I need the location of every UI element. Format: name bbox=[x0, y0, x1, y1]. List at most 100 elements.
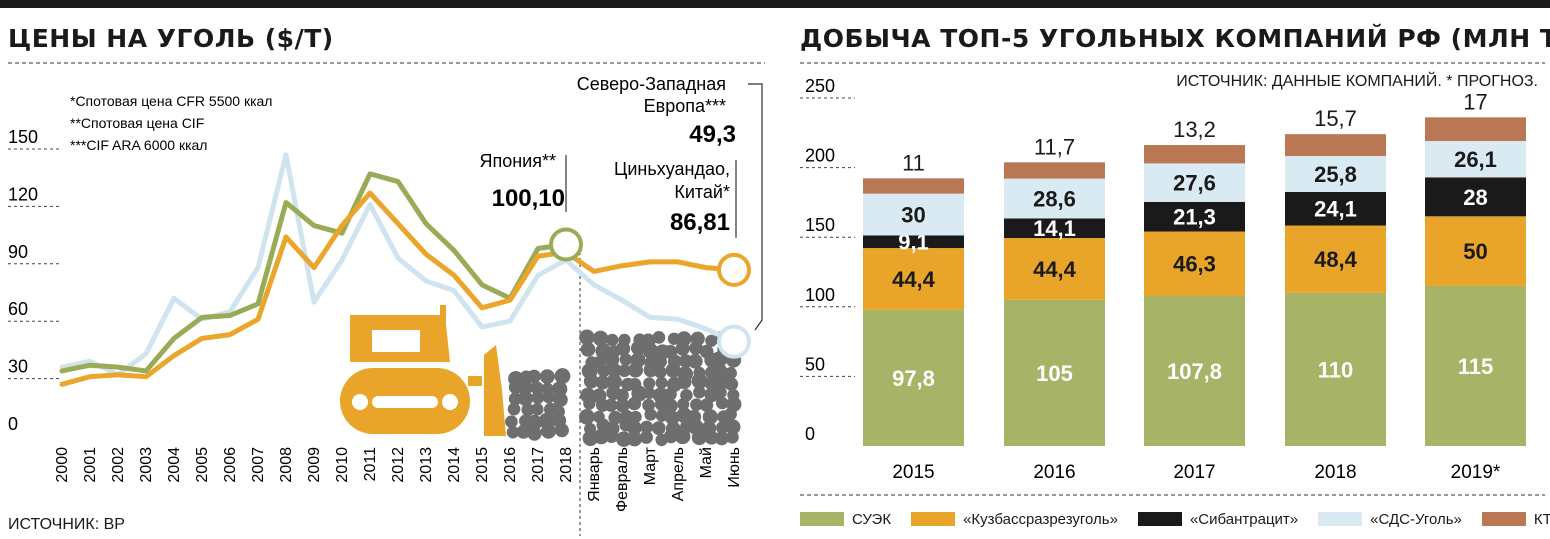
coal-lump bbox=[616, 431, 632, 447]
left-ytick-label: 150 bbox=[8, 127, 38, 147]
europe-label-line2: Европа*** bbox=[644, 96, 726, 116]
coal-lump bbox=[552, 405, 565, 419]
coal-lump bbox=[580, 387, 596, 403]
coal-lump bbox=[640, 333, 656, 349]
coal-lump bbox=[604, 398, 618, 412]
coal-lump bbox=[508, 370, 524, 387]
left-xtick-label: Январь bbox=[586, 447, 603, 502]
coal-lump bbox=[507, 402, 521, 416]
left-xtick-label: 2007 bbox=[250, 447, 267, 483]
left-xtick-label: 2001 bbox=[82, 447, 99, 483]
bar-segment-3 bbox=[1144, 163, 1245, 202]
coal-lump bbox=[539, 369, 555, 384]
bar-segment-1 bbox=[1004, 238, 1105, 300]
bar-segment-1 bbox=[1425, 216, 1526, 286]
bar-value-label: 115 bbox=[1458, 354, 1494, 379]
coal-lump bbox=[630, 352, 646, 368]
coal-lump bbox=[712, 363, 727, 379]
legend-item-sds: «СДС-Уголь» bbox=[1318, 511, 1462, 528]
bar-segment-4 bbox=[1144, 145, 1245, 164]
left-xtick-label: 2018 bbox=[558, 447, 575, 483]
coal-lump bbox=[642, 398, 656, 412]
left-xtick-label: 2009 bbox=[306, 447, 323, 483]
bar-segment-1 bbox=[1144, 231, 1245, 296]
left-xtick-label: Февраль bbox=[614, 447, 631, 512]
bar-segment-0 bbox=[863, 309, 964, 446]
legend-swatch-kuzbass bbox=[911, 512, 956, 526]
bar-segment-4 bbox=[863, 178, 964, 194]
left-xtick-label: 2014 bbox=[446, 447, 463, 483]
coal-lump bbox=[618, 364, 631, 378]
coal-lump bbox=[663, 344, 678, 359]
left-xtick-label: 2012 bbox=[390, 447, 407, 483]
coal-lump bbox=[655, 409, 669, 422]
coal-lump bbox=[655, 376, 668, 389]
coal-lump bbox=[579, 408, 595, 425]
bar-value-label: 15,7 bbox=[1314, 106, 1357, 131]
bar-value-label: 24,1 bbox=[1314, 197, 1357, 222]
coal-lump bbox=[526, 414, 543, 431]
coal-lump bbox=[521, 403, 535, 417]
bar-value-label: 11 bbox=[902, 150, 925, 175]
bar-value-label: 21,3 bbox=[1173, 205, 1216, 230]
bar-segment-0 bbox=[1425, 285, 1526, 446]
coal-lump bbox=[665, 410, 680, 426]
coal-lump bbox=[665, 421, 681, 437]
right-xtick-label: 2017 bbox=[1173, 462, 1215, 483]
bar-segment-3 bbox=[1004, 178, 1105, 219]
coal-lump bbox=[595, 343, 612, 360]
bar-segment-2 bbox=[1004, 218, 1105, 239]
left-xtick-label: 2002 bbox=[110, 447, 127, 483]
left-ytick-label: 90 bbox=[8, 242, 28, 262]
coal-lump bbox=[618, 333, 631, 346]
coal-lump bbox=[727, 388, 740, 402]
coal-lump bbox=[606, 333, 619, 347]
coal-lump bbox=[591, 388, 607, 404]
coal-lump bbox=[608, 410, 623, 425]
coal-lump bbox=[627, 420, 642, 436]
legend-swatch-sds bbox=[1318, 512, 1363, 526]
legend-label-sibantracit: «Сибантрацит» bbox=[1189, 510, 1299, 528]
coal-lump bbox=[654, 366, 667, 379]
right-ytick-label: 0 bbox=[805, 424, 815, 444]
bar-segment-0 bbox=[1285, 292, 1386, 446]
bar-value-label: 110 bbox=[1318, 357, 1354, 382]
legend-label-suek: СУЭК bbox=[852, 510, 892, 528]
japan-value: 100,10 bbox=[492, 185, 565, 212]
series-endpoint-2 bbox=[717, 324, 751, 359]
japan-label: Япония** bbox=[479, 151, 556, 171]
legend-item-suek: СУЭК bbox=[800, 511, 891, 528]
bar-value-label: 48,4 bbox=[1314, 247, 1358, 272]
coal-lump bbox=[506, 426, 520, 439]
coal-lump bbox=[593, 428, 609, 445]
coal-lump bbox=[606, 373, 622, 390]
bar-segment-1 bbox=[863, 248, 964, 310]
coal-illustration bbox=[505, 329, 742, 447]
bar-value-label: 17 bbox=[1463, 89, 1487, 114]
coal-lump bbox=[541, 382, 554, 396]
coal-lump bbox=[686, 409, 702, 424]
left-chart-title: ЦЕНЫ НА УГОЛЬ ($/Т) bbox=[8, 24, 334, 53]
legend-swatch-sibantracit bbox=[1137, 512, 1182, 526]
right-ytick-label: 50 bbox=[805, 354, 825, 374]
coal-lump bbox=[592, 355, 606, 369]
coal-lump bbox=[538, 412, 555, 429]
coal-lump bbox=[676, 331, 692, 347]
coal-lump bbox=[584, 422, 597, 435]
bar-segment-0 bbox=[1144, 295, 1245, 446]
bar-segment-4 bbox=[1285, 134, 1386, 157]
right-axis: 0 50 100 150 200 250 2015 2016 2017 2018 2019* bbox=[800, 76, 1501, 483]
coal-lump bbox=[615, 398, 630, 413]
bar-segment-4 bbox=[1004, 162, 1105, 179]
left-xtick-label: 2010 bbox=[334, 447, 351, 483]
coal-lump bbox=[518, 391, 534, 407]
bar-segment-3 bbox=[1285, 156, 1386, 192]
legend-label-sds: «СДС-Уголь» bbox=[1370, 510, 1462, 528]
coal-lump bbox=[615, 388, 629, 402]
left-plot bbox=[59, 152, 751, 387]
left-xtick-label: Июнь bbox=[726, 447, 743, 488]
coal-lump bbox=[592, 330, 609, 347]
left-xtick-label: 2003 bbox=[138, 447, 155, 483]
coal-lump bbox=[640, 420, 654, 434]
coal-lump bbox=[699, 344, 714, 359]
